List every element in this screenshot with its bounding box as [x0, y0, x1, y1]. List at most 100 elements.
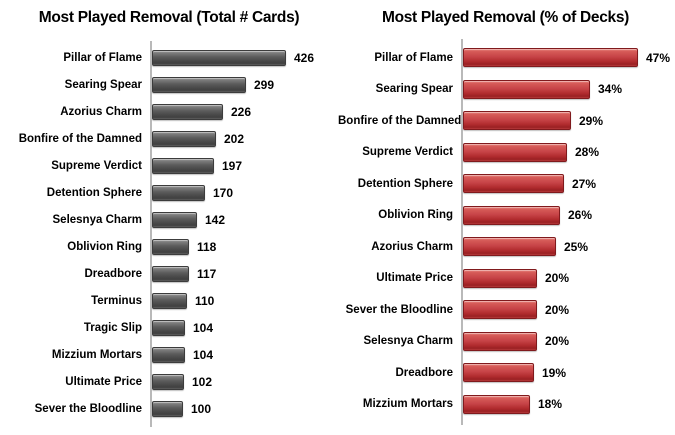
chart-total-cards-panel: Most Played Removal (Total # Cards) Pill…: [2, 6, 336, 427]
value-label: 25%: [564, 239, 589, 254]
category-label: Oblivion Ring: [67, 240, 142, 253]
bar: [152, 346, 185, 363]
bar: [463, 174, 564, 194]
plot-area: Pillar of Flame 47% Searing Spear 34% Bonfir…: [338, 39, 673, 425]
value-label: 142: [205, 212, 226, 227]
category-label: Detention Sphere: [46, 186, 142, 199]
bar-track: 226: [150, 98, 336, 125]
bar: [463, 205, 560, 225]
value-label: 104: [193, 347, 214, 362]
category-label: Sever the Bloodline: [345, 303, 453, 316]
category-label: Tragic Slip: [83, 321, 142, 334]
category-label: Searing Spear: [375, 83, 453, 96]
bar-row: Searing Spear 34%: [338, 74, 673, 106]
value-label: 426: [294, 50, 315, 65]
bar-track: 29%: [461, 105, 673, 137]
bar: [152, 238, 189, 255]
bar-track: 104: [150, 341, 336, 368]
bar-row: Dreadbore 117: [2, 260, 336, 287]
bar-track: 34%: [461, 74, 673, 106]
bar-track: 118: [150, 233, 336, 260]
value-label: 102: [192, 374, 213, 389]
bar-track: 25%: [461, 231, 673, 263]
value-label: 47%: [646, 50, 671, 65]
bar: [152, 265, 189, 282]
value-label: 20%: [545, 334, 570, 349]
bar: [152, 157, 214, 174]
bar: [152, 76, 246, 93]
bar: [152, 292, 187, 309]
bar-row: Bonfire of the Damned 202: [2, 125, 336, 152]
bar-row: Oblivion Ring 26%: [338, 200, 673, 232]
value-label: 29%: [579, 113, 604, 128]
category-label: Oblivion Ring: [378, 209, 453, 222]
bar: [463, 48, 638, 68]
bar: [463, 394, 530, 414]
chart-title: Most Played Removal (Total # Cards): [38, 9, 300, 26]
value-label: 202: [224, 131, 245, 146]
category-label: Selesnya Charm: [52, 213, 143, 226]
bar-track: 102: [150, 368, 336, 395]
bar-row: Bonfire of the Damned 29%: [338, 105, 673, 137]
bar: [152, 130, 216, 147]
bar: [463, 363, 534, 383]
bar-row: Oblivion Ring 118: [2, 233, 336, 260]
bar-track: 26%: [461, 200, 673, 232]
bar-track: 170: [150, 179, 336, 206]
bar: [463, 111, 571, 131]
category-label: Supreme Verdict: [51, 159, 142, 172]
category-label: Sever the Bloodline: [34, 402, 142, 415]
category-label: Azorius Charm: [60, 105, 142, 118]
bar: [152, 319, 185, 336]
category-label: Supreme Verdict: [362, 146, 453, 159]
bar-track: 117: [150, 260, 336, 287]
category-label: Bonfire of the Damned: [338, 114, 462, 127]
category-label: Mizzium Mortars: [51, 348, 142, 361]
value-label: 118: [197, 239, 217, 254]
bar: [152, 211, 197, 228]
value-label: 110: [195, 293, 215, 308]
value-label: 170: [213, 185, 234, 200]
value-label: 34%: [598, 82, 623, 97]
value-label: 26%: [568, 208, 593, 223]
category-label: Pillar of Flame: [374, 51, 453, 64]
bar-track: 47%: [461, 42, 673, 74]
bar: [152, 49, 286, 66]
bar-track: 100: [150, 395, 336, 422]
value-label: 20%: [545, 271, 570, 286]
bar-row: Azorius Charm 226: [2, 98, 336, 125]
category-label: Ultimate Price: [65, 375, 142, 388]
bar-row: Terminus 110: [2, 287, 336, 314]
bar-row: Sever the Bloodline 100: [2, 395, 336, 422]
category-label: Azorius Charm: [371, 240, 453, 253]
bar-track: 202: [150, 125, 336, 152]
bar-track: 197: [150, 152, 336, 179]
value-label: 197: [222, 158, 243, 173]
bar-track: 426: [150, 44, 336, 71]
bar-row: Ultimate Price 102: [2, 368, 336, 395]
bar-track: 110: [150, 287, 336, 314]
value-label: 28%: [575, 145, 600, 160]
category-label: Pillar of Flame: [63, 51, 142, 64]
bar-row: Pillar of Flame 426: [2, 44, 336, 71]
bar-track: 28%: [461, 137, 673, 169]
value-label: 104: [193, 320, 214, 335]
category-label: Terminus: [91, 294, 142, 307]
value-label: 100: [191, 401, 212, 416]
category-label: Dreadbore: [84, 267, 142, 280]
bar-row: Detention Sphere 27%: [338, 168, 673, 200]
value-label: 299: [254, 77, 275, 92]
category-label: Searing Spear: [64, 78, 142, 91]
bar-row: Selesnya Charm 20%: [338, 326, 673, 358]
bar-row: Selesnya Charm 142: [2, 206, 336, 233]
value-label: 226: [231, 104, 252, 119]
value-label: 20%: [545, 302, 570, 317]
bar-row: Pillar of Flame 47%: [338, 42, 673, 74]
category-axis-line: [150, 41, 152, 427]
bar-row: Mizzium Mortars 18%: [338, 389, 673, 421]
bar-row: Searing Spear 299: [2, 71, 336, 98]
bar-track: 20%: [461, 294, 673, 326]
bar: [152, 400, 183, 417]
category-label: Selesnya Charm: [363, 335, 454, 348]
